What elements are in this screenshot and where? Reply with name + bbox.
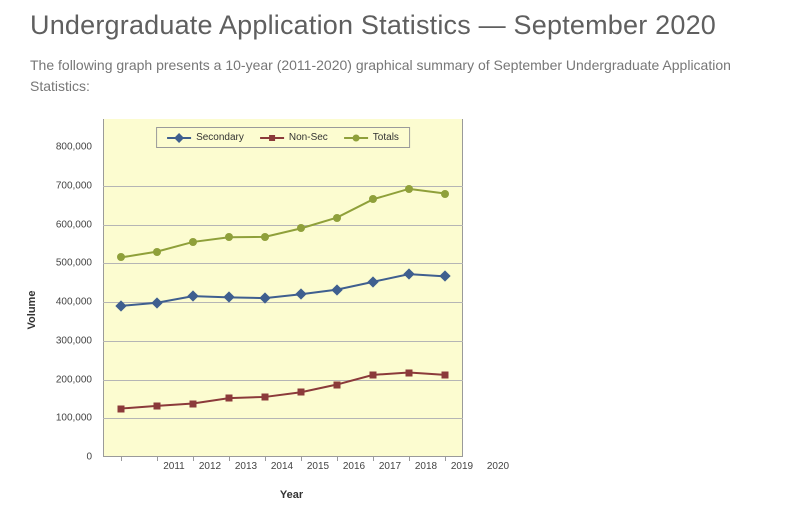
data-point (262, 393, 269, 400)
page-title: Undergraduate Application Statistics — S… (30, 10, 757, 41)
x-tick-label: 2020 (487, 461, 509, 472)
data-point (297, 224, 305, 232)
y-tick-label: 200,000 (56, 374, 92, 385)
data-point (117, 253, 125, 261)
x-tick-label: 2013 (235, 461, 257, 472)
data-point (154, 402, 161, 409)
data-point (333, 214, 341, 222)
data-point (225, 233, 233, 241)
x-axis-title: Year (103, 489, 480, 501)
y-tick-label: 0 (86, 452, 92, 463)
data-point (370, 371, 377, 378)
x-tick-label: 2016 (343, 461, 365, 472)
y-tick-label: 500,000 (56, 258, 92, 269)
data-point (442, 371, 449, 378)
data-point (298, 389, 305, 396)
y-axis-title: Volume (26, 291, 38, 330)
x-tick-label: 2011 (163, 461, 185, 472)
x-tick-label: 2017 (379, 461, 401, 472)
y-tick-label: 800,000 (56, 142, 92, 153)
data-point (405, 185, 413, 193)
chart-container: Volume 0100,000200,000300,000400,000500,… (50, 119, 480, 501)
x-tick-label: 2012 (199, 461, 221, 472)
data-point (118, 405, 125, 412)
data-point (369, 195, 377, 203)
y-tick-label: 400,000 (56, 297, 92, 308)
data-point (189, 238, 197, 246)
data-point (334, 381, 341, 388)
series-line-secondary (121, 274, 445, 306)
y-tick-label: 100,000 (56, 413, 92, 424)
x-tick-label: 2015 (307, 461, 329, 472)
y-tick-label: 300,000 (56, 335, 92, 346)
x-axis-ticks: 2011 2012 2013 2014 2015 2016 2017 2018 2019 2020 (156, 457, 516, 471)
x-tick-label: 2019 (451, 461, 473, 472)
page-subtitle: The following graph presents a 10-year (… (30, 55, 757, 97)
data-point (153, 248, 161, 256)
data-point (406, 369, 413, 376)
x-tick-label: 2014 (271, 461, 293, 472)
series-line-totals (121, 189, 445, 258)
data-point (190, 400, 197, 407)
y-tick-label: 600,000 (56, 219, 92, 230)
y-axis-ticks: 0100,000200,000300,000400,000500,000600,… (50, 119, 98, 457)
data-point (441, 190, 449, 198)
chart-plot-area: SecondaryNon-SecTotals (103, 119, 463, 457)
series-line-nonsec (121, 373, 445, 409)
data-point (226, 395, 233, 402)
x-tick-label: 2018 (415, 461, 437, 472)
data-point (261, 233, 269, 241)
y-tick-label: 700,000 (56, 180, 92, 191)
